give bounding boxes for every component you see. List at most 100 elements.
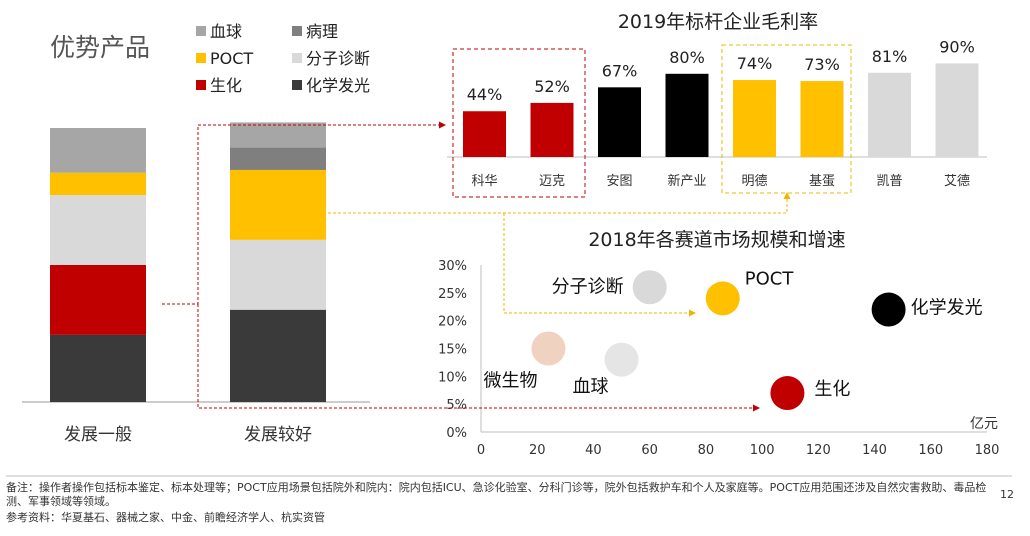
margin-chart-title: 2019年标杆企业毛利率: [618, 11, 818, 33]
scatter-x-tick: 40: [585, 443, 602, 458]
scatter-x-tick: 120: [806, 443, 831, 458]
margin-bar-chart: 44% 科华 52% 迈克 67% 安图 80% 新产业 74% 明德 73% 基蛋 81% 凯普 90% 艾…: [447, 37, 987, 198]
scatter-point-label: 血球: [573, 377, 609, 398]
legend-label: 血球: [210, 22, 242, 41]
margin-category-label: 凯普: [876, 174, 902, 189]
scatter-point-label: 分子诊断: [552, 276, 624, 297]
scatter-point: [604, 342, 639, 377]
scatter-x-tick: 60: [641, 443, 658, 458]
scatter-y-tick: 25%: [438, 287, 467, 302]
legend-swatch: [292, 53, 302, 63]
legend-label: 分子诊断: [306, 49, 370, 68]
margin-bar: [598, 87, 641, 157]
margin-value-label: 67%: [602, 61, 638, 80]
margin-bar: [530, 102, 574, 157]
margin-value-label: 74%: [737, 54, 773, 73]
scatter-y-tick: 10%: [438, 370, 467, 385]
scatter-x-tick: 0: [477, 443, 485, 458]
scatter-y-tick: 20%: [438, 315, 467, 330]
connector-red-to-scatter: [197, 304, 756, 409]
margin-category-label: 明德: [741, 174, 767, 189]
margin-value-label: 80%: [669, 48, 705, 67]
stacked-segment: [230, 122, 326, 148]
margin-bar: [935, 63, 979, 157]
scatter-x-tick: 20: [529, 443, 546, 458]
stacked-segment: [230, 309, 326, 402]
stacked-segment: [230, 147, 326, 170]
scatter-point-label: 生化: [814, 379, 850, 400]
stacked-segment: [50, 172, 146, 196]
arrowhead-scatter-red: [753, 404, 760, 412]
legend-label: 病理: [306, 22, 338, 41]
margin-bar: [800, 81, 844, 157]
connector-arrowheads: [439, 121, 791, 412]
scatter-x-tick: 80: [698, 443, 715, 458]
margin-category-label: 科华: [471, 174, 497, 189]
legend-swatch: [196, 53, 206, 63]
legend-swatch: [292, 26, 302, 36]
scatter-point: [632, 270, 667, 305]
highlight-box-yellow: [721, 44, 852, 194]
scatter-x-tick: 100: [750, 443, 775, 458]
scatter-x-tick: 180: [975, 443, 1000, 458]
scatter-point-label: 微生物: [483, 371, 537, 392]
legend-swatch: [196, 80, 206, 90]
stacked-segment: [50, 334, 146, 402]
highlight-box-red: [452, 48, 586, 198]
scatter-point: [705, 281, 740, 316]
stacked-segment: [50, 195, 146, 265]
scatter-y-tick: 5%: [446, 398, 467, 413]
connectors: [162, 124, 788, 409]
margin-category-label: 安图: [606, 174, 632, 189]
footer-source: 参考资料：华夏基石、器械之家、中金、前瞻经济学人、杭实资管: [6, 511, 325, 524]
legend-swatch: [292, 80, 302, 90]
margin-bar: [463, 111, 506, 157]
connector-yellow-to-margin: [328, 196, 788, 214]
scatter-y-tick: 0%: [446, 426, 467, 441]
page-number: 12: [1000, 488, 1014, 501]
footer-note: 备注：操作者操作包括标本鉴定、标本处理等；POCT应用场景包括院外和院内：院内包…: [6, 481, 987, 508]
stacked-segment: [230, 239, 326, 310]
margin-value-label: 52%: [534, 77, 570, 96]
scatter-x-tick: 160: [918, 443, 943, 458]
margin-category-label: 迈克: [539, 174, 565, 189]
stacked-segment: [50, 265, 146, 335]
legend-swatch: [196, 26, 206, 36]
margin-category-label: 基蛋: [809, 174, 835, 189]
scatter-point: [770, 376, 805, 411]
stacked-category-label: 发展较好: [244, 425, 312, 445]
margin-value-label: 73%: [804, 55, 840, 74]
legend-label: 化学发光: [306, 76, 370, 95]
connector-red-to-margin: [162, 124, 442, 305]
scatter-point-label: 化学发光: [911, 298, 983, 319]
margin-bar: [733, 80, 776, 157]
stacked-segment: [230, 169, 326, 240]
margin-category-label: 新产业: [667, 173, 706, 189]
margin-value-label: 90%: [939, 37, 975, 56]
scatter-x-unit: 亿元: [970, 416, 998, 432]
arrowhead-margin-red: [439, 121, 446, 129]
margin-bar: [665, 73, 709, 157]
scatter-chart: 0 20 40 60 80 100 120 140 160 180 0% 5% 10% 15% 20% 25%…: [438, 259, 999, 458]
margin-category-label: 艾德: [944, 174, 970, 189]
connector-yellow-to-scatter: [503, 213, 692, 314]
margin-bar: [868, 72, 911, 157]
scatter-point: [871, 292, 906, 327]
stacked-bar-chart: 发展一般 发展较好: [22, 122, 370, 445]
stacked-segment: [50, 128, 146, 173]
scatter-chart-title: 2018年各赛道市场规模和增速: [588, 229, 845, 251]
scatter-point-label: POCT: [745, 268, 795, 289]
margin-value-label: 44%: [467, 85, 503, 104]
scatter-y-tick: 30%: [438, 259, 467, 274]
arrowhead-scatter-yellow: [689, 309, 696, 317]
scatter-y-tick: 15%: [438, 343, 467, 358]
arrowhead-margin-yellow: [783, 192, 791, 199]
legend-label: POCT: [210, 49, 253, 68]
margin-value-label: 81%: [872, 47, 908, 66]
legend-label: 生化: [210, 76, 242, 95]
scatter-point: [531, 331, 566, 366]
stacked-category-label: 发展一般: [64, 425, 132, 445]
scatter-x-tick: 140: [862, 443, 887, 458]
